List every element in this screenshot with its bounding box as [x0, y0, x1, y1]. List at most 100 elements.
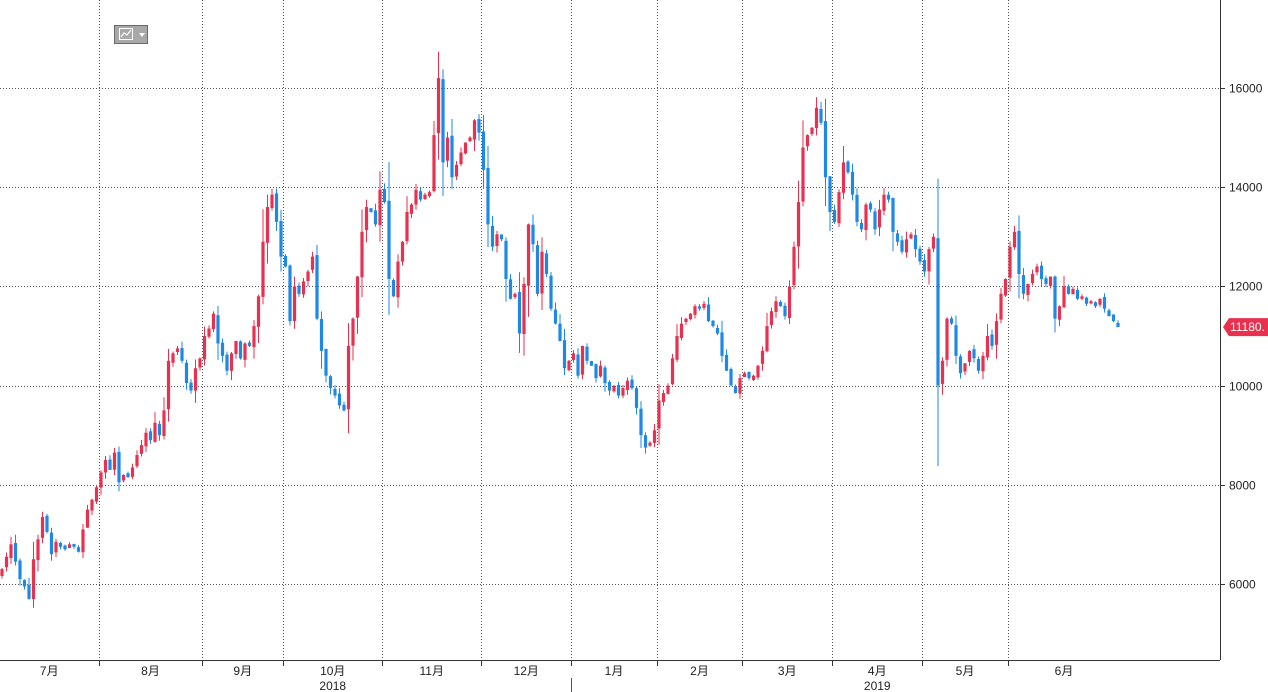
candle-body — [270, 194, 274, 209]
candle-body — [792, 246, 796, 286]
candle-body — [445, 137, 450, 161]
last-price-label: 11180. — [1230, 320, 1265, 334]
candle-body — [54, 541, 58, 553]
candle-body — [162, 410, 166, 436]
candle-body — [747, 371, 751, 379]
candle-body — [1071, 288, 1075, 295]
candle-body — [621, 388, 625, 396]
candle-body — [103, 460, 108, 473]
candle-body — [477, 119, 481, 133]
candle-body — [981, 355, 985, 372]
candle-body — [481, 131, 486, 170]
candle-body — [711, 320, 715, 327]
candle-body — [76, 547, 81, 552]
candle-body — [396, 261, 400, 298]
candle-body — [405, 212, 409, 242]
candle-body — [1075, 289, 1080, 299]
year-label: 2018 — [319, 679, 346, 692]
candle-body — [886, 194, 891, 200]
candle-body — [958, 356, 963, 374]
candle-body — [1026, 283, 1030, 295]
candle-body — [18, 560, 22, 580]
candle-body — [612, 385, 616, 392]
month-label: 1月 — [605, 664, 624, 678]
candle-body — [868, 203, 873, 210]
candle-body — [774, 301, 778, 312]
candle-body — [288, 265, 292, 322]
candle-body — [22, 580, 27, 587]
candle-body — [900, 240, 904, 252]
candle-body — [549, 275, 553, 309]
candle-body — [895, 233, 900, 242]
candle-body — [639, 408, 643, 436]
candle-body — [1017, 230, 1021, 274]
chart-type-button[interactable] — [114, 25, 148, 44]
candle-body — [423, 194, 427, 200]
candle-body — [607, 381, 612, 391]
candle-body — [940, 360, 945, 384]
candle-body — [702, 303, 706, 308]
candle-body — [985, 336, 990, 358]
candle-body — [463, 142, 468, 154]
chart-type-icon — [119, 28, 133, 40]
candle-body — [535, 245, 540, 294]
candle-body — [652, 430, 657, 443]
candle-body — [1048, 276, 1053, 286]
candle-body — [499, 234, 504, 240]
candle-body — [387, 200, 391, 279]
candle-body — [382, 188, 387, 203]
candle-body — [972, 349, 976, 359]
candle-body — [1044, 278, 1048, 284]
candle-body — [1111, 314, 1116, 322]
candle-body — [1039, 265, 1044, 279]
candle-body — [931, 236, 936, 249]
candle-body — [1093, 302, 1098, 307]
candle-body — [180, 348, 184, 361]
candle-body — [450, 135, 454, 178]
month-label: 7月 — [40, 664, 59, 678]
candle-body — [220, 342, 225, 356]
candle-body — [315, 255, 319, 319]
candle-body — [166, 360, 171, 410]
candle-body — [436, 78, 441, 134]
candle-body — [598, 365, 603, 377]
candle-body — [441, 79, 445, 163]
candle-body — [490, 225, 495, 247]
candle-body — [319, 319, 324, 351]
candle-body — [558, 323, 562, 341]
candle-body — [967, 350, 972, 362]
candle-body — [207, 328, 211, 337]
candle-body — [333, 388, 337, 396]
candle-body — [945, 318, 949, 360]
candle-body — [580, 345, 585, 375]
candle-body — [1080, 296, 1084, 299]
candle-body — [508, 279, 513, 299]
candle-body — [342, 404, 346, 411]
candle-body — [567, 360, 571, 371]
candle-body — [472, 120, 477, 140]
candle-body — [1107, 310, 1111, 317]
candle-body — [994, 321, 999, 345]
candle-body — [810, 127, 814, 134]
y-tick-label: 10000 — [1229, 380, 1263, 394]
candle-body — [873, 211, 877, 230]
candle-body — [279, 221, 283, 257]
candle-body — [738, 378, 742, 394]
candle-body — [135, 455, 139, 467]
candle-body — [144, 432, 148, 447]
candle-body — [112, 452, 117, 470]
month-label: 12月 — [514, 664, 539, 678]
candle-body — [846, 161, 850, 173]
candle-body — [670, 358, 675, 385]
candle-body — [256, 296, 261, 327]
candle-body — [531, 224, 535, 245]
candle-body — [355, 276, 360, 318]
candle-body — [486, 167, 490, 225]
candle-body — [927, 249, 931, 272]
candle-body — [337, 393, 342, 406]
candle-body — [4, 556, 9, 568]
candle-body — [58, 542, 63, 547]
candle-body — [571, 353, 576, 361]
month-label: 4月 — [868, 664, 887, 678]
